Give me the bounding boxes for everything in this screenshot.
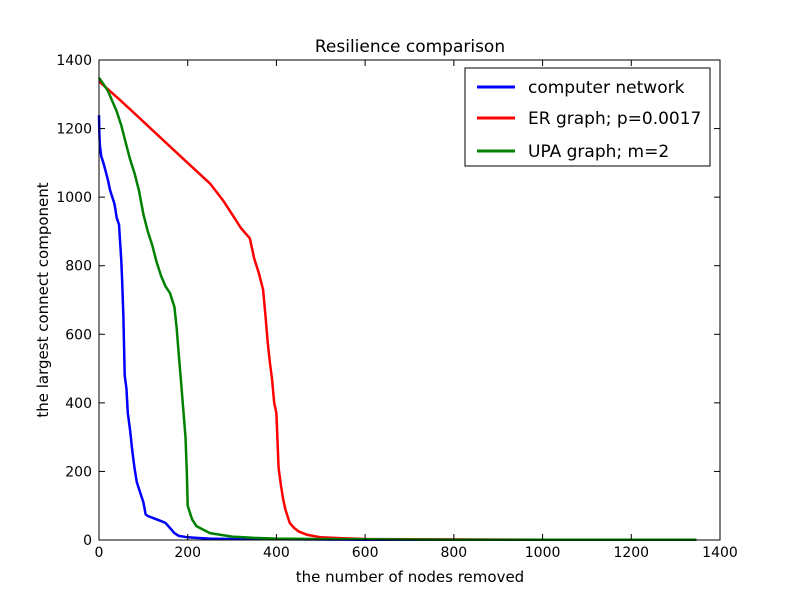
series-line-0 bbox=[97, 115, 697, 541]
x-tick-label: 800 bbox=[440, 545, 467, 561]
x-axis-label: the number of nodes removed bbox=[296, 568, 524, 586]
legend-label-upa-graph: UPA graph; m=2 bbox=[528, 142, 669, 162]
y-tick-label: 0 bbox=[83, 533, 92, 549]
ticks-group: 0 200 400 600 800 1000 1200 1400 0 200 400 600 800 10… bbox=[56, 53, 737, 561]
x-tick-label: 400 bbox=[263, 545, 290, 561]
x-tick-label: 1400 bbox=[702, 545, 738, 561]
series-line-1 bbox=[98, 80, 697, 541]
legend-label-computer-network: computer network bbox=[528, 78, 685, 98]
y-tick-label: 1400 bbox=[56, 53, 92, 69]
series-group bbox=[97, 77, 697, 541]
y-axis-label: the largest connect component bbox=[34, 182, 52, 417]
x-tick-label: 1000 bbox=[525, 545, 561, 561]
x-tick-label: 200 bbox=[174, 545, 201, 561]
y-tick-label: 1200 bbox=[56, 122, 92, 138]
legend-label-er-graph: ER graph; p=0.0017 bbox=[528, 109, 701, 129]
x-tick-label: 600 bbox=[352, 545, 379, 561]
chart-title: Resilience comparison bbox=[315, 37, 505, 57]
y-tick-label: 200 bbox=[65, 464, 92, 480]
plot-frame bbox=[98, 59, 721, 541]
x-tick-label: 0 bbox=[95, 545, 104, 561]
y-tick-label: 600 bbox=[65, 327, 92, 343]
legend: computer network ER graph; p=0.0017 UPA … bbox=[464, 67, 711, 167]
series-line-2 bbox=[97, 77, 697, 541]
y-tick-label: 1000 bbox=[56, 190, 92, 206]
y-tick-label: 400 bbox=[65, 396, 92, 412]
y-tick-label: 800 bbox=[65, 259, 92, 275]
x-tick-label: 1200 bbox=[613, 545, 649, 561]
